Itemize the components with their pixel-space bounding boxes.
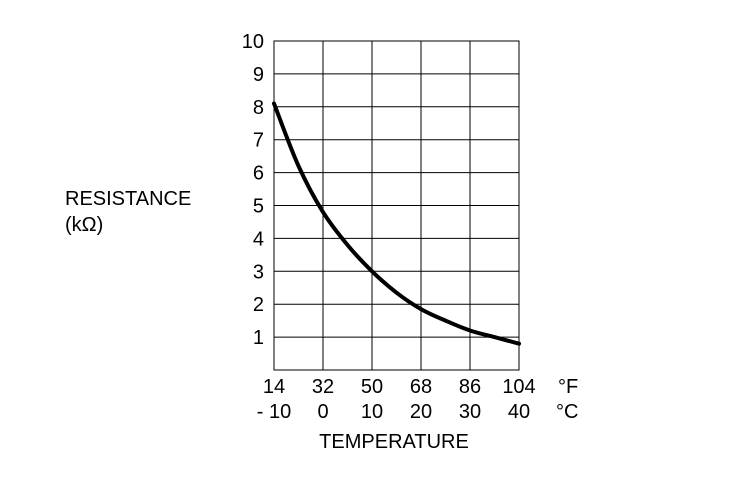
- resistance-curve: [272, 101, 521, 346]
- celsius-unit-label: °C: [556, 401, 578, 423]
- y-tick-label: 1: [253, 327, 264, 349]
- y-tick-label: 7: [253, 130, 264, 152]
- y-tick-label: 10: [242, 31, 264, 53]
- x-tick-label-fahrenheit: 86: [459, 376, 481, 398]
- x-tick-label-celsius: 40: [508, 401, 530, 423]
- y-axis-label-line1: RESISTANCE: [65, 188, 191, 210]
- x-axis-label: TEMPERATURE: [319, 431, 469, 453]
- x-tick-label-fahrenheit: 50: [361, 376, 383, 398]
- y-tick-label: 4: [253, 228, 264, 250]
- x-tick-label-fahrenheit: 32: [312, 376, 334, 398]
- x-tick-label-fahrenheit: 104: [502, 376, 535, 398]
- plot-frame: [273, 40, 520, 371]
- y-axis-label-line2: (kΩ): [65, 214, 103, 236]
- x-tick-label-celsius: 30: [459, 401, 481, 423]
- fahrenheit-unit-label: °F: [558, 376, 578, 398]
- grid: [274, 41, 519, 370]
- y-tick-label: 2: [253, 294, 264, 316]
- x-tick-labels: 14 - 10 32 0 50 10 68 20 86 30 104 40: [257, 376, 536, 423]
- y-tick-label: 8: [253, 97, 264, 119]
- x-tick-label-celsius: 20: [410, 401, 432, 423]
- y-tick-label: 6: [253, 163, 264, 185]
- x-tick-label-celsius: 0: [317, 401, 328, 423]
- x-tick-label-celsius: 10: [361, 401, 383, 423]
- x-tick-label-celsius: - 10: [257, 401, 291, 423]
- y-tick-label: 5: [253, 196, 264, 218]
- y-tick-label: 9: [253, 64, 264, 86]
- x-tick-label-fahrenheit: 68: [410, 376, 432, 398]
- x-tick-label-fahrenheit: 14: [263, 376, 285, 398]
- y-tick-labels: 1 2 3 4 5 6 7 8 9 10: [242, 31, 264, 349]
- y-tick-label: 3: [253, 261, 264, 283]
